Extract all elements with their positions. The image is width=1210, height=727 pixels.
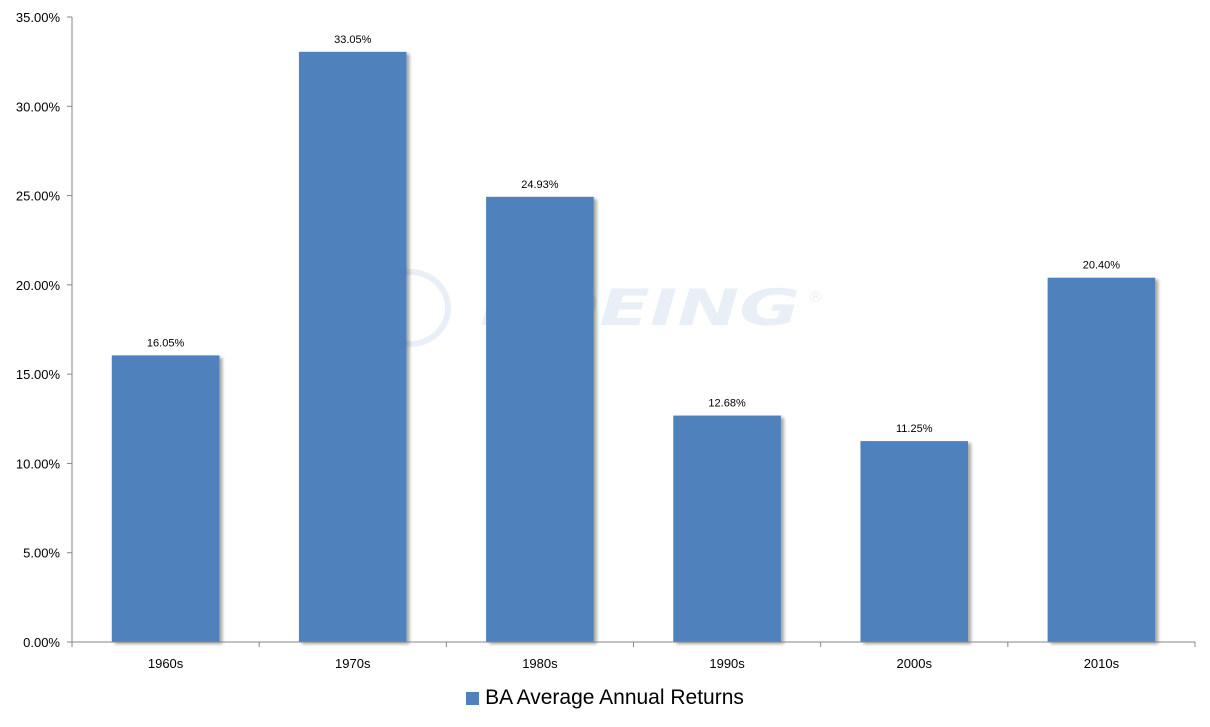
legend-label: BA Average Annual Returns [485, 686, 744, 709]
data-label-2010s: 20.40% [1083, 260, 1121, 272]
y-tick-label: 25.00% [16, 189, 61, 204]
x-tick-label-1970s: 1970s [335, 656, 371, 671]
bar-chart: BOEING ® 0.00% 5.00% 10.00% 15.00% 20.00% 25.… [16, 10, 1196, 671]
y-tick-label: 35.00% [16, 10, 61, 25]
y-axis-ticks: 0.00% 5.00% 10.00% 15.00% 20.00% 25.00% 30.00%… [16, 10, 72, 650]
watermark-registered-mark: ® [808, 287, 824, 306]
legend: BA Average Annual Returns [0, 686, 1210, 710]
y-tick-label: 0.00% [23, 635, 60, 650]
x-tick-label-2000s: 2000s [897, 656, 933, 671]
x-tick-label-2010s: 2010s [1084, 656, 1120, 671]
y-tick-label: 10.00% [16, 456, 61, 471]
bar-2010s [1047, 277, 1156, 642]
data-label-1990s: 12.68% [708, 398, 746, 410]
x-tick-label-1990s: 1990s [709, 656, 745, 671]
data-label-1970s: 33.05% [334, 34, 372, 46]
bar-2000s [860, 441, 969, 642]
data-label-1980s: 24.93% [521, 179, 559, 191]
y-tick-label: 15.00% [16, 367, 61, 382]
y-tick-label: 5.00% [23, 546, 60, 561]
x-tick-label-1960s: 1960s [148, 656, 184, 671]
bars [111, 51, 1156, 643]
y-tick-label: 20.00% [16, 278, 61, 293]
boeing-watermark: BOEING ® [369, 269, 824, 347]
bar-1970s [298, 51, 407, 643]
data-labels: 16.05% 33.05% 24.93% 12.68% 11.25% 20.40% [147, 34, 1120, 435]
x-axis-ticks: 1960s 1970s 1980s 1990s 2000s 2010s [148, 642, 1196, 671]
bar-1990s [673, 415, 781, 642]
data-label-2000s: 11.25% [896, 423, 933, 435]
bar-1980s [486, 196, 594, 643]
x-tick-label-1980s: 1980s [522, 656, 558, 671]
y-tick-label: 30.00% [16, 99, 61, 114]
bar-1960s [111, 355, 220, 642]
legend-swatch [466, 691, 480, 705]
data-label-1960s: 16.05% [147, 337, 185, 349]
